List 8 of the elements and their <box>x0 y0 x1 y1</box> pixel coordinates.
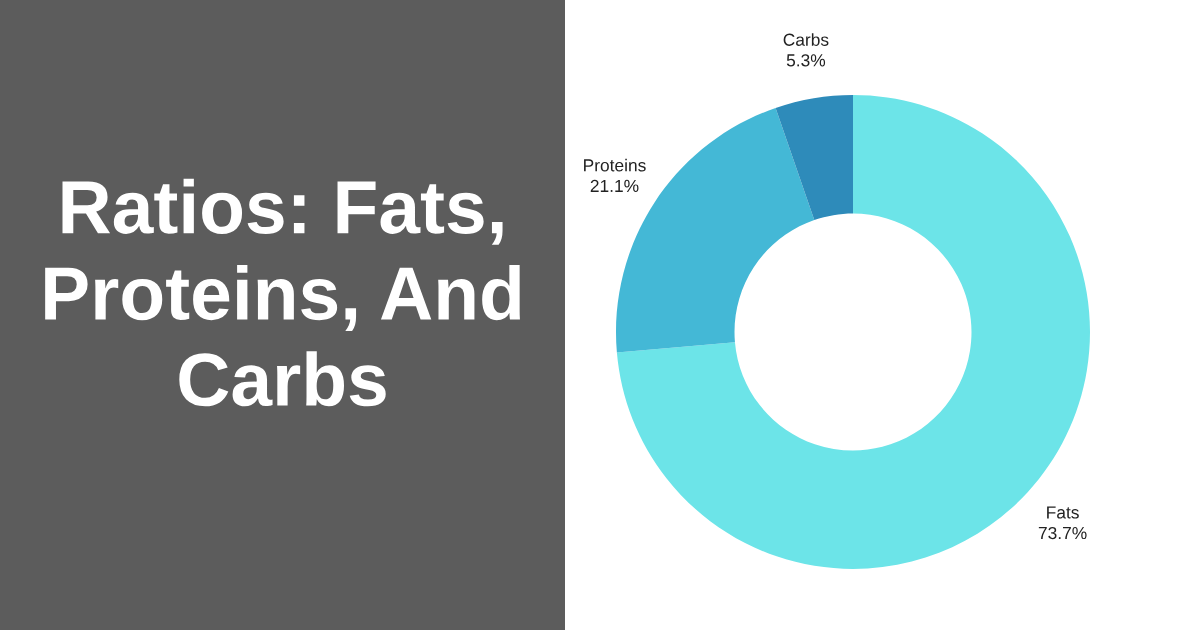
donut-slice <box>775 95 853 220</box>
data-label: 5.3% <box>786 54 826 67</box>
text: Ratios: Fats, Proteins, And Carbs <box>45 178 520 407</box>
data-label: 21.1% <box>590 179 639 192</box>
data-label: 73.7% <box>1038 526 1087 540</box>
slice-label: Fats <box>1047 506 1079 519</box>
slice-label: Carbs <box>783 33 829 46</box>
slice-label: Proteins <box>584 158 646 172</box>
